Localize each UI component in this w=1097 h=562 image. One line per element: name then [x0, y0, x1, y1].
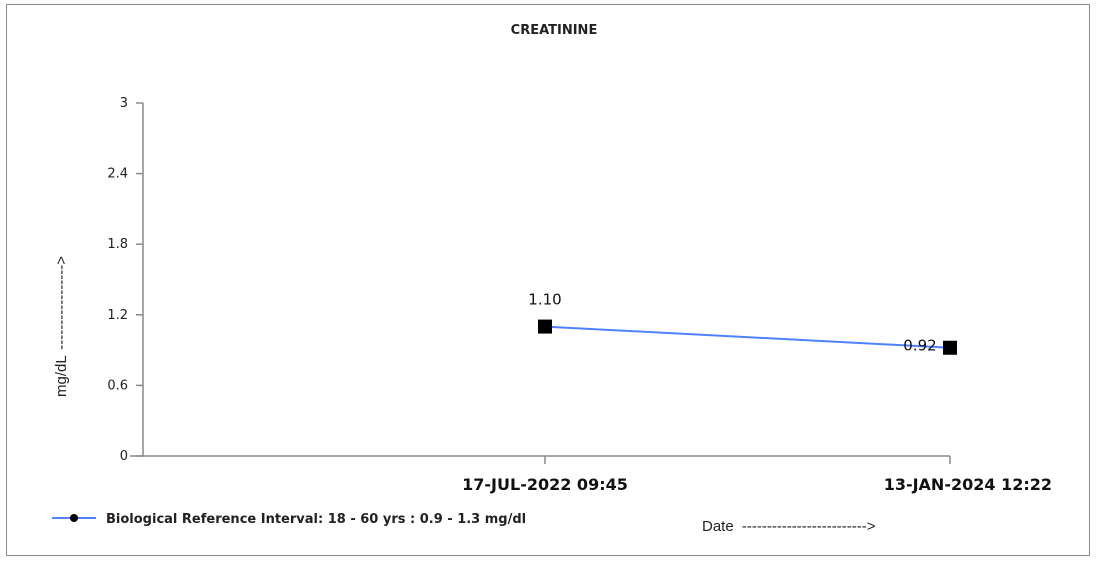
x-axis-label: Date — [702, 518, 734, 535]
chart-frame — [6, 4, 1090, 556]
x-ticks: 17-JUL-2022 09:45 13-JAN-2024 12:22 — [462, 456, 1052, 494]
series-layer: 1.10 0.92 — [528, 291, 957, 355]
y-tick-label: 1.2 — [107, 308, 128, 323]
x-axis-title: Date -------------------------> — [702, 518, 876, 535]
y-tick-label: 2.4 — [107, 167, 128, 182]
y-axis-arrow: -----------------> — [53, 256, 70, 350]
x-tick-label: 13-JAN-2024 12:22 — [884, 475, 1052, 494]
legend: Biological Reference Interval: 18 - 60 y… — [52, 512, 526, 527]
legend-marker — [70, 514, 78, 522]
y-axis-title: mg/dL -----------------> — [53, 256, 70, 397]
y-axis-label: mg/dL — [53, 356, 70, 397]
legend-label: Biological Reference Interval: 18 - 60 y… — [106, 512, 526, 527]
data-label: 1.10 — [528, 291, 561, 309]
y-axis-title-group: mg/dL -----------------> — [53, 256, 70, 397]
y-tick-label: 0 — [120, 449, 128, 464]
y-tick-label: 3 — [120, 96, 128, 111]
x-axis-arrow: -------------------------> — [742, 518, 876, 535]
y-ticks: 0 0.6 1.2 1.8 2.4 3 — [107, 96, 143, 464]
series-line — [544, 325, 951, 349]
data-point — [943, 340, 957, 355]
data-point — [538, 319, 552, 334]
chart-title: CREATININE — [511, 23, 598, 38]
y-tick-label: 1.8 — [107, 237, 128, 252]
x-tick-label: 17-JUL-2022 09:45 — [462, 475, 628, 494]
data-label: 0.92 — [903, 337, 936, 355]
y-tick-label: 0.6 — [107, 378, 128, 393]
